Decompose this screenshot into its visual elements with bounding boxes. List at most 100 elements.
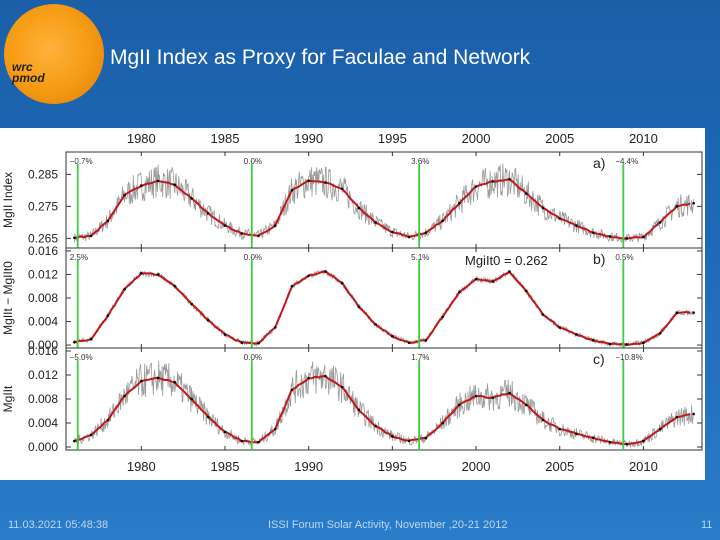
pmod-sun-logo: wrc pmod [4, 4, 104, 104]
data-point [458, 201, 461, 205]
minimum-percent-label: −5.0% [70, 353, 93, 362]
data-point [658, 427, 662, 431]
y-tick-label: 0.004 [28, 315, 58, 329]
data-point [324, 374, 327, 378]
data-point [240, 341, 244, 345]
data-point [257, 341, 260, 345]
y-axis-label: MgIIt − MgIIt0 [1, 261, 15, 335]
raw-data-series [74, 361, 694, 449]
y-tick-label: 0.265 [28, 231, 58, 245]
panel-frame [65, 247, 703, 349]
data-point [223, 430, 227, 434]
x-tick-label-bottom: 1995 [378, 459, 407, 474]
data-point [642, 439, 645, 443]
data-point [257, 234, 260, 238]
data-point [324, 181, 327, 184]
data-point [692, 201, 695, 205]
panel-1 [65, 151, 703, 249]
data-point [508, 391, 511, 395]
y-tick-label: 0.000 [28, 338, 58, 352]
data-point [89, 234, 93, 238]
y-tick-label: 0.016 [28, 244, 58, 258]
data-point [541, 313, 545, 316]
data-point [675, 311, 679, 315]
minimum-percent-label: 0.0% [244, 253, 262, 262]
logo-line-1: wrc [12, 60, 33, 74]
data-point [541, 418, 545, 422]
data-point [391, 230, 394, 234]
data-point [608, 342, 612, 346]
data-point [658, 331, 662, 335]
data-point [424, 339, 428, 342]
data-point [340, 187, 344, 191]
minimum-percent-label: 0.0% [244, 157, 262, 166]
footer-page-number: 11 [701, 519, 713, 531]
footer-event: ISSI Forum Solar Activity, November ,20-… [268, 519, 508, 531]
data-point [374, 221, 377, 224]
x-tick-label-bottom: 1980 [127, 459, 156, 474]
data-point [123, 193, 126, 197]
y-axis-label: MgII Index [1, 172, 15, 228]
data-point [307, 179, 310, 183]
data-point [692, 412, 695, 416]
x-tick-label-bottom: 1990 [294, 459, 323, 474]
data-point [441, 421, 444, 425]
data-point [340, 281, 344, 285]
data-point [357, 408, 361, 412]
data-point [558, 217, 562, 220]
data-point [508, 270, 511, 273]
data-point [257, 440, 260, 444]
panel-label: b) [593, 251, 605, 267]
y-tick-label: 0.275 [28, 199, 58, 213]
smoothed-series [74, 375, 691, 446]
data-point [190, 197, 193, 200]
data-point [290, 189, 294, 192]
panel-2 [65, 247, 703, 349]
data-point [173, 284, 177, 288]
data-point [474, 277, 478, 281]
data-point [106, 219, 110, 223]
data-point [424, 231, 428, 234]
data-point [223, 333, 227, 336]
data-point [407, 341, 411, 345]
y-tick-label: 0.008 [28, 291, 58, 305]
data-point [206, 212, 210, 215]
data-point [524, 192, 528, 195]
minimum-percent-label: −0.7% [70, 157, 93, 166]
data-point [290, 284, 294, 288]
logo-line-2: pmod [12, 71, 45, 85]
data-point [190, 397, 193, 401]
x-tick-label-top: 1980 [127, 131, 156, 146]
data-point [206, 415, 210, 419]
data-point [123, 394, 126, 398]
x-tick-label-top: 1990 [294, 131, 323, 146]
data-point [474, 394, 478, 398]
data-point [340, 385, 344, 389]
data-point [491, 280, 495, 283]
data-point [89, 433, 93, 437]
data-point [441, 315, 444, 319]
data-point [575, 432, 578, 436]
data-point [491, 180, 495, 183]
y-tick-label: 0.012 [28, 368, 58, 382]
data-point [558, 326, 562, 329]
data-point [608, 440, 612, 444]
data-point [324, 270, 327, 273]
y-tick-label: 0.000 [28, 440, 58, 454]
data-point [391, 334, 394, 338]
panel-frame [65, 151, 703, 249]
data-point [675, 205, 679, 208]
y-axis-label: MgIIt [1, 385, 15, 412]
data-point [106, 418, 110, 422]
data-point [190, 302, 193, 306]
panel-annotation: MgiIt0 = 0.262 [465, 253, 548, 268]
minimum-percent-label: 5.1% [411, 253, 429, 262]
minimum-percent-label: 2.5% [70, 253, 88, 262]
data-point [273, 224, 277, 227]
data-point [407, 439, 411, 443]
data-point [541, 206, 545, 210]
data-point [123, 287, 126, 291]
data-point [424, 436, 428, 440]
minimum-percent-label: 0.5% [615, 253, 633, 262]
x-tick-label-top: 2005 [545, 131, 574, 146]
